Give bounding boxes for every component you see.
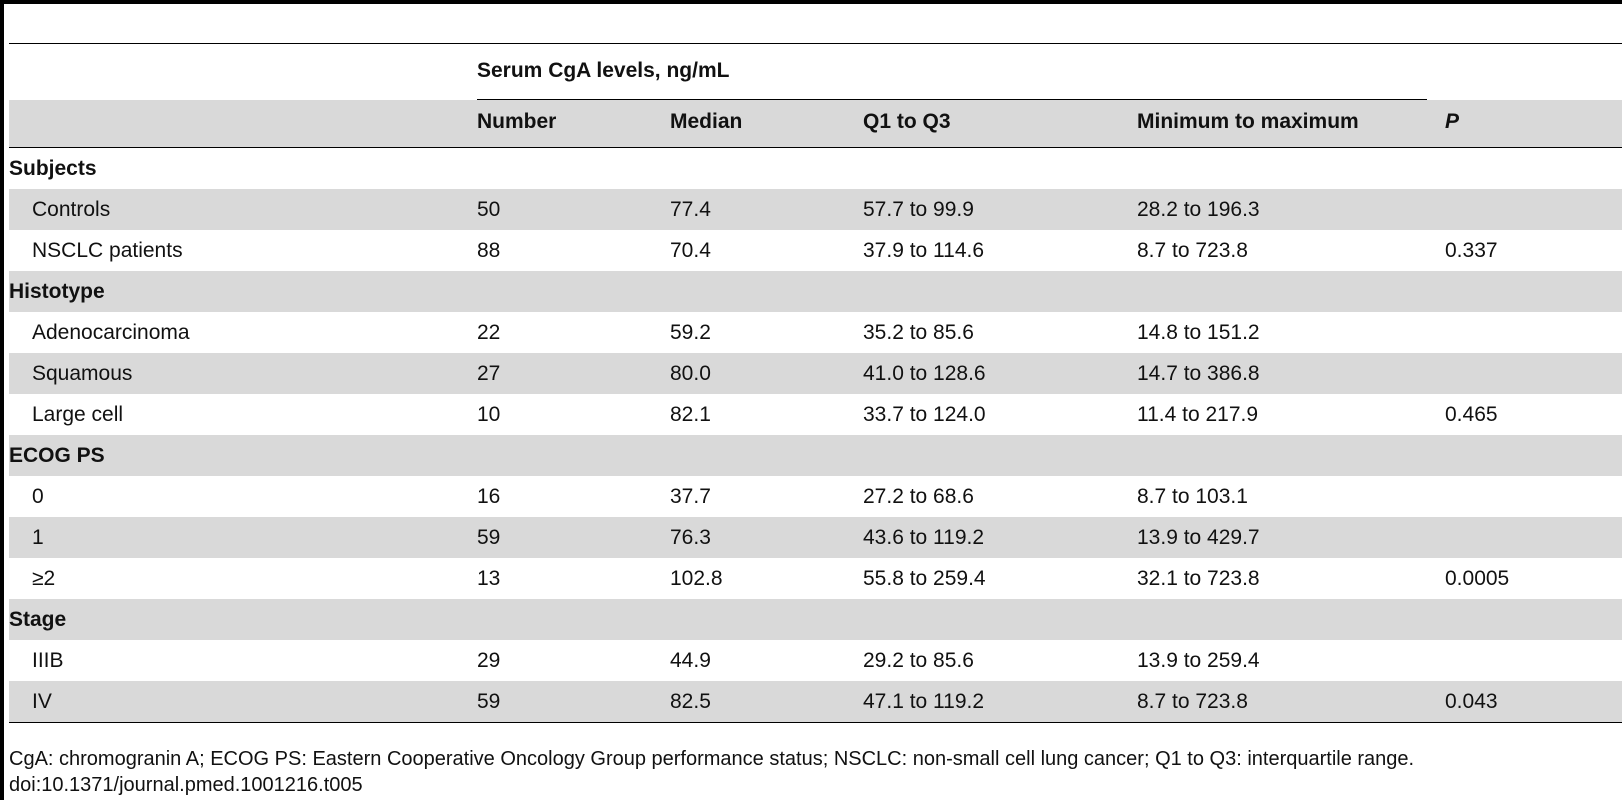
section-label: Subjects: [9, 157, 97, 180]
table-row: Large cell 10 82.1 33.7 to 124.0 11.4 to 217…: [9, 394, 1622, 435]
section-label: Histotype: [9, 280, 105, 303]
cell-median: 76.3: [670, 526, 711, 549]
table-row: NSCLC patients 88 70.4 37.9 to 114.6 8.7 to …: [9, 230, 1622, 271]
cell-number: 50: [477, 198, 501, 221]
cell-median: 59.2: [670, 321, 711, 344]
table-row: Controls 50 77.4 57.7 to 99.9 28.2 to 196.3: [9, 189, 1622, 230]
group-header-underline: [477, 99, 1427, 100]
cell-median: 77.4: [670, 198, 711, 221]
cell-min-max: 13.9 to 259.4: [1137, 649, 1260, 672]
cell-number: 27: [477, 362, 501, 385]
cell-median: 82.5: [670, 690, 711, 713]
section-header-row: Subjects: [9, 148, 1622, 189]
cell-q1-q3: 29.2 to 85.6: [863, 649, 974, 672]
cell-min-max: 14.7 to 386.8: [1137, 362, 1260, 385]
row-label: IV: [32, 690, 52, 713]
cell-q1-q3: 47.1 to 119.2: [863, 690, 985, 713]
row-label: Adenocarcinoma: [32, 321, 190, 344]
cell-p-value: 0.043: [1445, 690, 1498, 713]
table-footnote: CgA: chromogranin A; ECOG PS: Eastern Co…: [9, 746, 1414, 798]
cell-p-value: 0.465: [1445, 403, 1498, 426]
table-row: 0 16 37.7 27.2 to 68.6 8.7 to 103.1: [9, 476, 1622, 517]
section-header-row: ECOG PS: [9, 435, 1622, 476]
footnote-doi: doi:10.1371/journal.pmed.1001216.t005: [9, 774, 363, 796]
cell-number: 29: [477, 649, 501, 672]
row-label: Large cell: [32, 403, 124, 426]
footnote-abbreviations: CgA: chromogranin A; ECOG PS: Eastern Co…: [9, 748, 1415, 770]
table-group-header-row: Serum CgA levels, ng/mL: [9, 44, 1622, 100]
group-header-label: Serum CgA levels, ng/mL: [477, 59, 730, 82]
cell-min-max: 28.2 to 196.3: [1137, 198, 1260, 221]
cell-median: 44.9: [670, 649, 711, 672]
cell-p-value: 0.337: [1445, 239, 1498, 262]
table-row: IIIB 29 44.9 29.2 to 85.6 13.9 to 259.4: [9, 640, 1622, 681]
cell-min-max: 13.9 to 429.7: [1137, 526, 1260, 549]
cell-q1-q3: 41.0 to 128.6: [863, 362, 986, 385]
table-row: IV 59 82.5 47.1 to 119.2 8.7 to 723.8 0.043: [9, 681, 1622, 722]
section-header-row: Stage: [9, 599, 1622, 640]
table-body: Subjects Controls 50 77.4 57.7 to 99.9 28.2 t…: [9, 148, 1622, 722]
cell-q1-q3: 55.8 to 259.4: [863, 567, 986, 590]
cell-min-max: 8.7 to 723.8: [1137, 239, 1248, 262]
top-border-rule: [0, 0, 1622, 4]
cell-median: 80.0: [670, 362, 711, 385]
section-label: Stage: [9, 608, 67, 631]
row-label: Squamous: [32, 362, 133, 385]
table-row: ≥2 13 102.8 55.8 to 259.4 32.1 to 723.8 0.000…: [9, 558, 1622, 599]
data-table: Serum CgA levels, ng/mL Number Median Q1…: [9, 43, 1622, 723]
cell-number: 22: [477, 321, 501, 344]
cell-q1-q3: 43.6 to 119.2: [863, 526, 985, 549]
cell-q1-q3: 27.2 to 68.6: [863, 485, 974, 508]
cell-median: 102.8: [670, 567, 723, 590]
cell-number: 59: [477, 690, 501, 713]
row-label: Controls: [32, 198, 111, 221]
column-header-q1-q3: Q1 to Q3: [863, 110, 951, 133]
cell-p-value: 0.0005: [1445, 567, 1510, 590]
cell-q1-q3: 33.7 to 124.0: [863, 403, 986, 426]
table-top-rule: [9, 43, 1622, 44]
column-header-number: Number: [477, 110, 557, 133]
column-header-min-max: Minimum to maximum: [1137, 110, 1359, 133]
table-row: Adenocarcinoma 22 59.2 35.2 to 85.6 14.8 to …: [9, 312, 1622, 353]
cell-number: 13: [477, 567, 501, 590]
cell-median: 37.7: [670, 485, 711, 508]
cell-median: 82.1: [670, 403, 711, 426]
cell-number: 59: [477, 526, 501, 549]
column-header-median: Median: [670, 110, 743, 133]
cell-min-max: 14.8 to 151.2: [1137, 321, 1260, 344]
cell-median: 70.4: [670, 239, 711, 262]
column-header-p-value: P: [1445, 110, 1460, 133]
cell-number: 88: [477, 239, 501, 262]
row-label: 1: [32, 526, 44, 549]
row-label: 0: [32, 485, 44, 508]
table-bottom-rule: [9, 722, 1622, 723]
row-label: NSCLC patients: [32, 239, 183, 262]
cell-min-max: 11.4 to 217.9: [1137, 403, 1259, 426]
cell-min-max: 8.7 to 723.8: [1137, 690, 1248, 713]
cell-q1-q3: 35.2 to 85.6: [863, 321, 974, 344]
cell-q1-q3: 57.7 to 99.9: [863, 198, 974, 221]
row-label: IIIB: [32, 649, 64, 672]
cell-q1-q3: 37.9 to 114.6: [863, 239, 985, 262]
cell-number: 10: [477, 403, 501, 426]
table-row: 1 59 76.3 43.6 to 119.2 13.9 to 429.7: [9, 517, 1622, 558]
cell-number: 16: [477, 485, 501, 508]
cell-min-max: 8.7 to 103.1: [1137, 485, 1248, 508]
row-label: ≥2: [32, 567, 56, 590]
table-column-header-row: Number Median Q1 to Q3 Minimum to maximu…: [9, 100, 1622, 148]
section-label: ECOG PS: [9, 444, 105, 467]
table-row: Squamous 27 80.0 41.0 to 128.6 14.7 to 386.8: [9, 353, 1622, 394]
cell-min-max: 32.1 to 723.8: [1137, 567, 1260, 590]
section-header-row: Histotype: [9, 271, 1622, 312]
left-border-rule: [0, 0, 4, 800]
